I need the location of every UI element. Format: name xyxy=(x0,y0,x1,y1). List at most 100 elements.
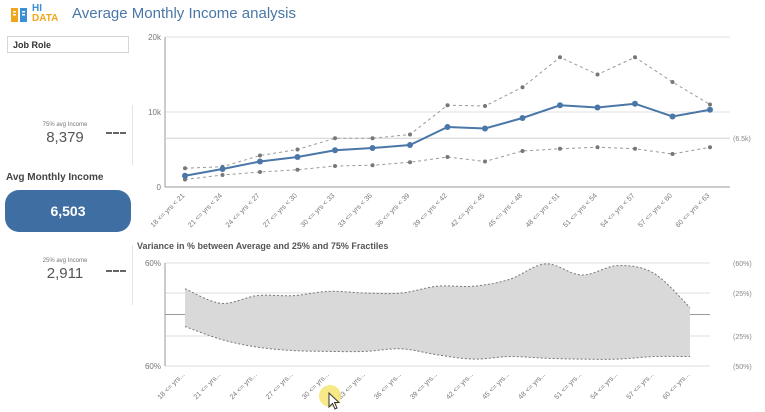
data-point-p75 xyxy=(595,72,600,77)
logo-hi: HI xyxy=(32,3,42,14)
data-point-average xyxy=(257,158,263,165)
variance-band xyxy=(185,263,690,360)
x-tick-label: 39 <= yrs... xyxy=(409,371,439,401)
data-point-average xyxy=(594,104,601,111)
y-tick-label: 0 xyxy=(157,183,162,192)
job-role-filter[interactable]: Job Role xyxy=(7,36,129,53)
kpi-25-dash-marker xyxy=(106,270,126,272)
x-tick-label: 51 <= yrs... xyxy=(553,371,583,401)
data-point-p75 xyxy=(408,132,412,137)
mouse-cursor-icon xyxy=(319,385,341,410)
x-tick-label: 57 <= yrs... xyxy=(626,371,656,401)
data-point-average xyxy=(557,102,563,109)
data-point-p75 xyxy=(633,55,637,60)
avg-income-kpi[interactable]: 6,503 xyxy=(5,190,131,232)
data-point-p75 xyxy=(333,136,337,141)
data-point-p75 xyxy=(183,166,187,171)
variance-chart-title: Variance in % between Average and 25% an… xyxy=(137,241,389,251)
data-point-p25 xyxy=(445,155,450,159)
x-tick-label: 39 <= yrs < 42 xyxy=(412,192,449,229)
app-header: HI DATA Average Monthly Income analysis xyxy=(0,0,765,30)
data-point-average xyxy=(182,172,188,179)
series-line-p25 xyxy=(184,146,711,180)
data-point-p25 xyxy=(483,159,487,164)
x-tick-label: 48 <= yrs < 51 xyxy=(525,192,562,229)
logo-data: DATA xyxy=(32,13,59,24)
data-point-p75 xyxy=(445,103,450,108)
y-tick-label: 20k xyxy=(148,33,162,42)
x-tick-label: 42 <= yrs < 45 xyxy=(450,192,487,229)
x-tick-label: 27 <= yrs < 30 xyxy=(262,192,299,229)
data-point-p25 xyxy=(220,173,225,177)
x-tick-label: 36 <= yrs < 39 xyxy=(375,192,412,229)
x-tick-label: 36 <= yrs... xyxy=(373,371,403,401)
x-tick-label: 60 <= yrs... xyxy=(662,371,692,401)
kpi-75-label: 75% avg Income xyxy=(42,122,88,128)
x-tick-label: 48 <= yrs... xyxy=(517,371,547,401)
x-tick-label: 54 <= yrs < 57 xyxy=(600,192,637,229)
data-point-p25 xyxy=(708,145,712,150)
variance-area-chart[interactable]: (60%)(25%)(25%)(50%)60%60%18 <= yrs... 21… xyxy=(135,252,765,412)
y-tick-label: 60% xyxy=(145,362,161,371)
kpi-25-value: 2,911 xyxy=(46,265,84,282)
data-point-p75 xyxy=(258,153,262,158)
data-point-average xyxy=(632,100,638,107)
logo-text: HI DATA xyxy=(32,4,58,24)
income-by-age-line-chart[interactable]: 0 10k 20k (6.5k) 18 <= yrs < 21 21 <= yrs < 2… xyxy=(135,30,765,238)
divider-bottom xyxy=(132,245,133,305)
data-point-p75 xyxy=(708,102,712,107)
x-tick-label: 60 <= yrs < 63 xyxy=(675,192,712,229)
data-point-average xyxy=(369,145,376,151)
kpi-75-avg-income: 75% avg Income 8,379 xyxy=(5,122,125,146)
data-point-average xyxy=(444,124,451,130)
reference-label: (50%) xyxy=(733,364,752,371)
data-point-p25 xyxy=(408,160,412,165)
data-point-p25 xyxy=(295,167,300,172)
data-point-p25 xyxy=(595,145,600,150)
series-line-average xyxy=(184,102,711,177)
x-tick-label: 42 <= yrs... xyxy=(445,371,475,401)
data-point-p75 xyxy=(520,85,525,90)
x-tick-label: 30 <= yrs < 33 xyxy=(300,192,337,229)
x-tick-label: 45 <= yrs < 48 xyxy=(487,192,524,229)
series-line-p75 xyxy=(184,56,711,169)
data-point-average xyxy=(707,106,713,113)
x-tick-label: 45 <= yrs... xyxy=(481,371,511,401)
x-tick-label: 27 <= yrs... xyxy=(265,371,295,401)
data-point-p75 xyxy=(670,80,675,84)
hi-data-logo: HI DATA xyxy=(10,4,60,26)
data-point-p25 xyxy=(670,152,675,156)
kpi-25-avg-income: 25% avg Income 2,911 xyxy=(5,258,125,282)
data-point-average xyxy=(332,147,338,154)
data-point-p25 xyxy=(370,163,375,168)
kpi-75-dash-marker xyxy=(106,132,126,134)
data-point-p75 xyxy=(483,104,487,108)
data-point-p25 xyxy=(333,164,337,168)
x-tick-label: 18 <= yrs < 21 xyxy=(150,192,187,229)
x-tick-label: 18 <= yrs... xyxy=(157,371,187,401)
data-point-average xyxy=(219,166,226,172)
reference-label: (6.5k) xyxy=(733,136,751,143)
x-tick-label: 54 <= yrs... xyxy=(590,371,620,401)
data-point-p75 xyxy=(558,55,562,60)
x-tick-label: 21 <= yrs < 24 xyxy=(187,192,224,229)
data-point-average xyxy=(669,113,676,120)
data-point-p75 xyxy=(370,136,375,141)
data-point-average xyxy=(482,125,488,132)
lower-fractile-edge xyxy=(184,326,691,360)
y-tick-label: 60% xyxy=(145,259,161,268)
reference-label: (25%) xyxy=(733,291,752,298)
y-tick-label: 10k xyxy=(148,108,162,117)
book-logo-icon xyxy=(11,8,27,22)
x-tick-label: 24 <= yrs... xyxy=(229,371,259,401)
data-point-p25 xyxy=(258,170,262,174)
reference-label: (25%) xyxy=(733,334,752,341)
data-point-average xyxy=(519,115,526,121)
x-tick-label: 33 <= yrs < 36 xyxy=(337,192,374,229)
page-title: Average Monthly Income analysis xyxy=(72,5,297,22)
divider-top xyxy=(132,105,133,165)
x-tick-label: 21 <= yrs... xyxy=(193,371,223,401)
kpi-75-value: 8,379 xyxy=(46,129,84,146)
data-point-p25 xyxy=(558,146,562,151)
data-point-p25 xyxy=(520,149,525,153)
